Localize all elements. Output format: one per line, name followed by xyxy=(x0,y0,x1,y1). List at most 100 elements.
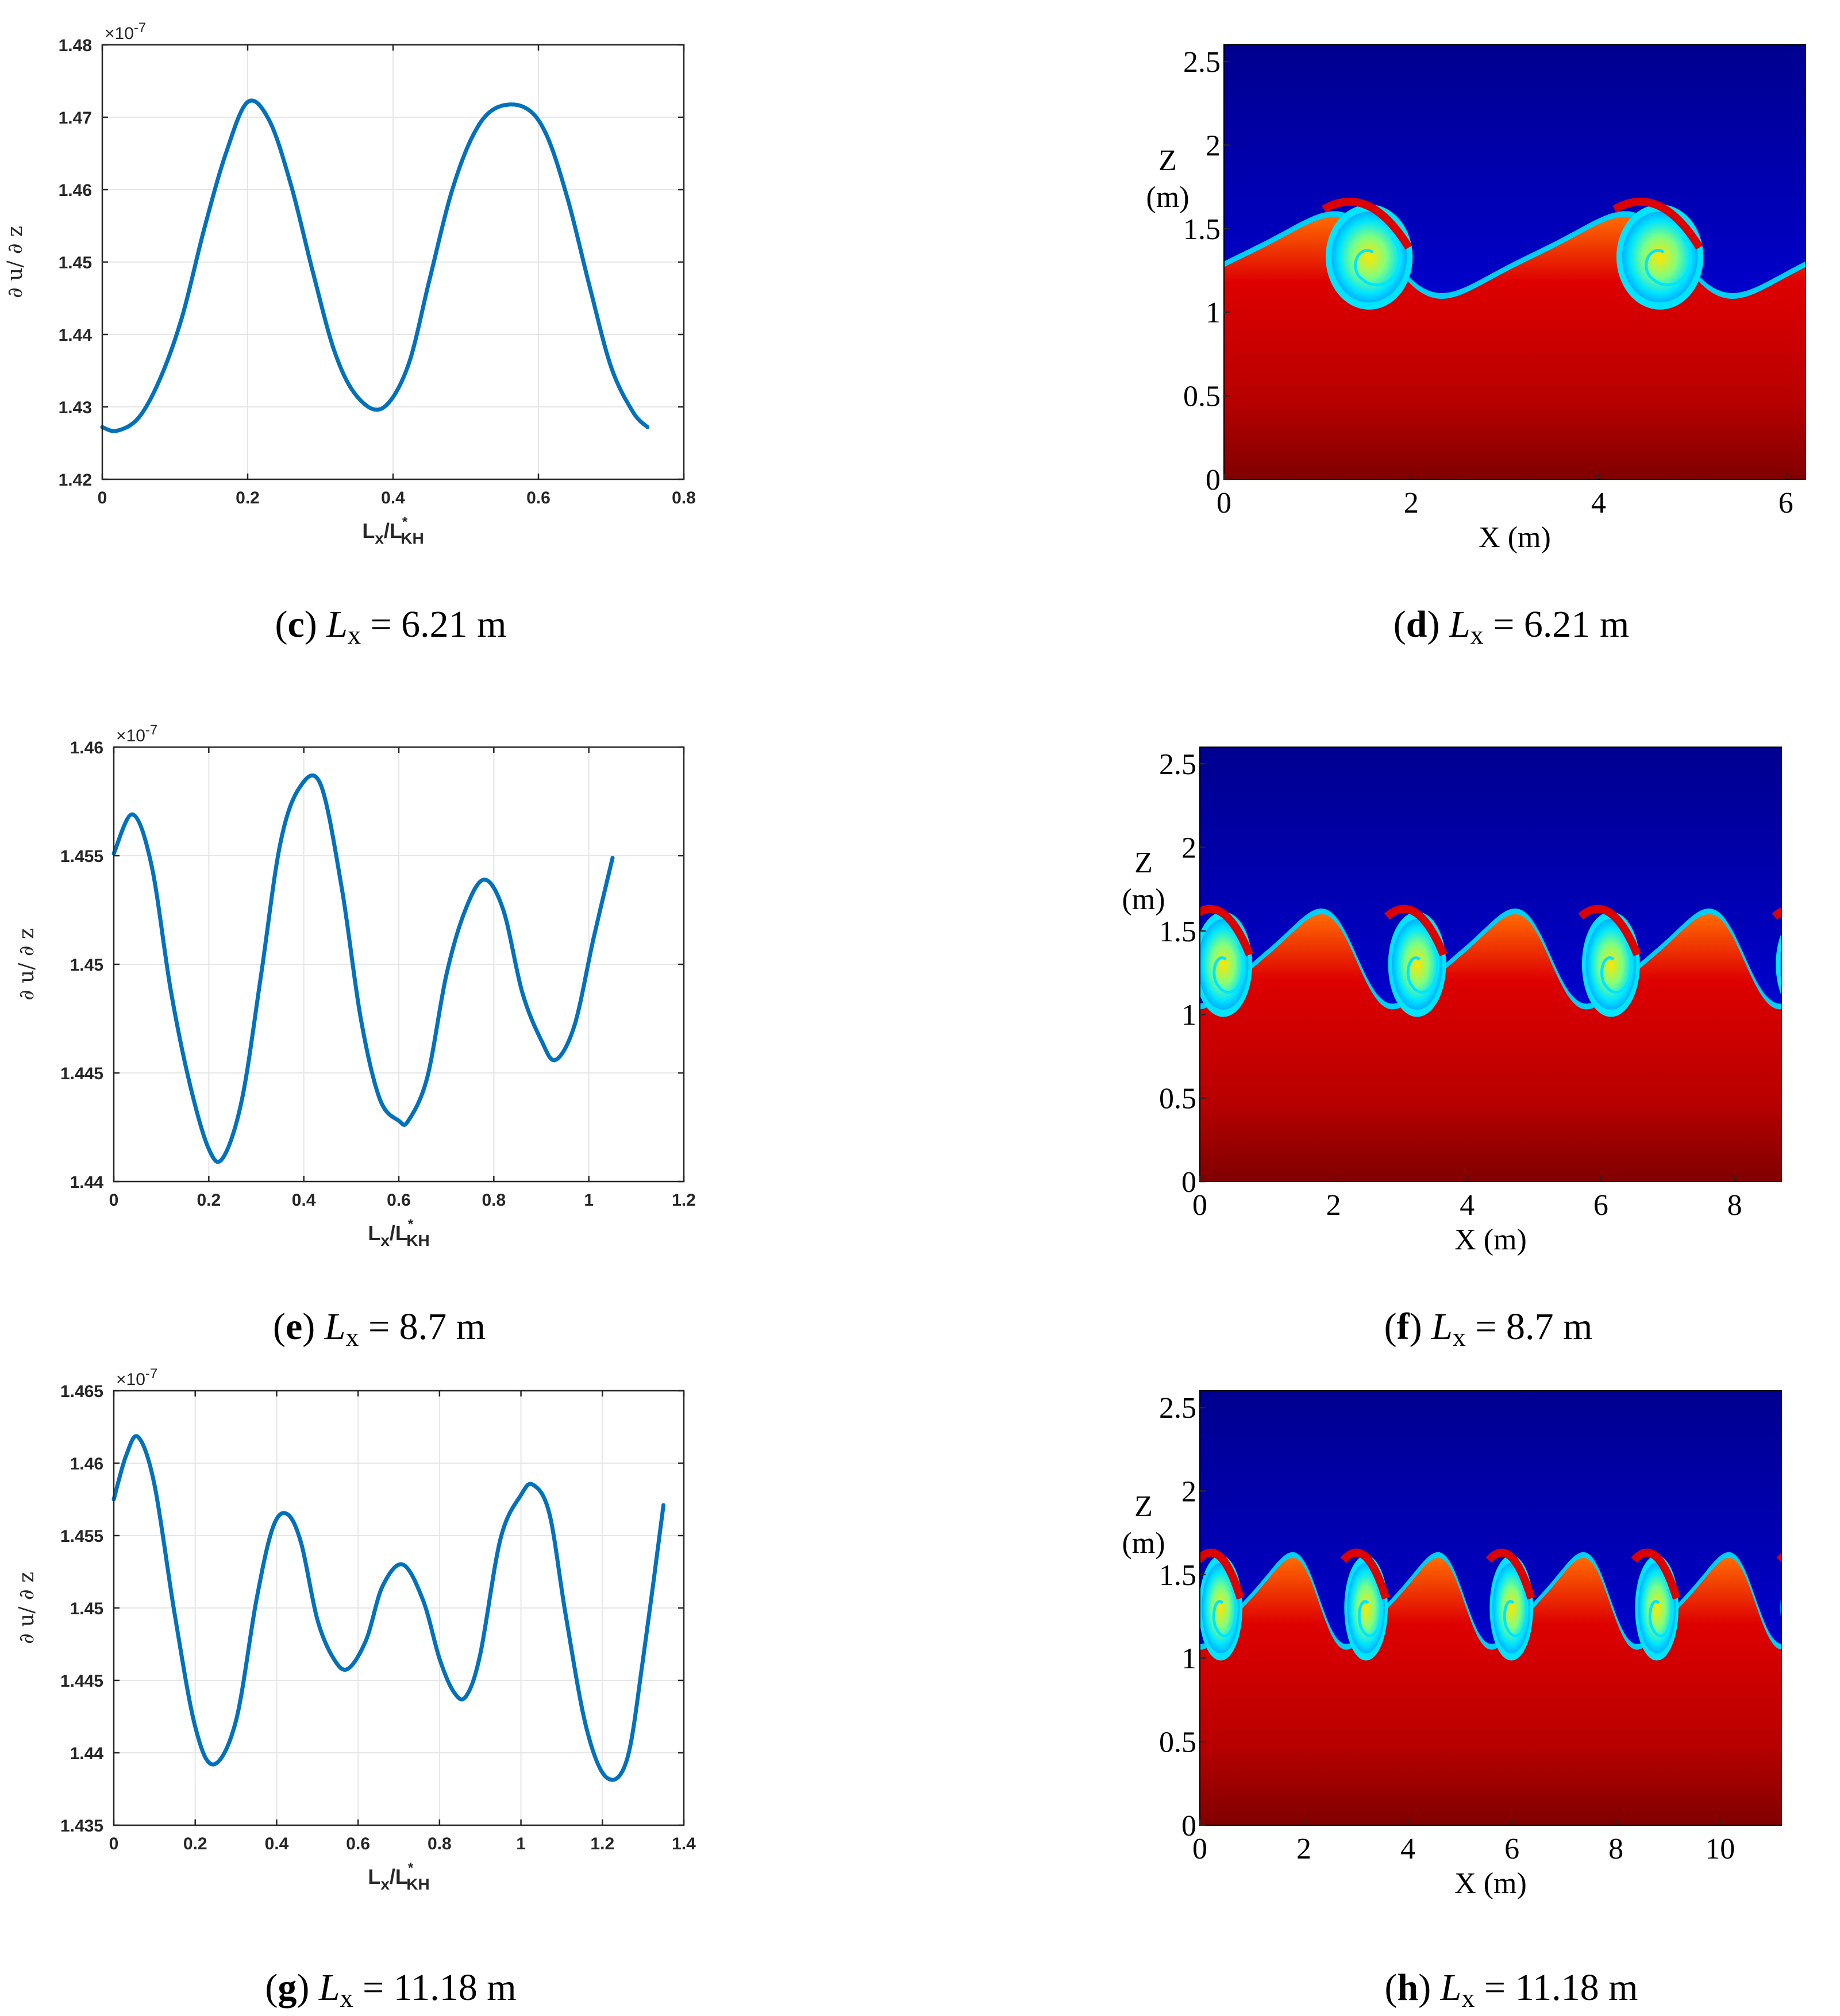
panel-d: 0 2 4 6 0 0.5 1 1.5 2 2.5 X (m) Z (m) (d) Lx = 6.21 m xyxy=(1041,44,1806,649)
text-part: L xyxy=(318,1967,340,2009)
y-tick-label: 1.43 xyxy=(59,398,92,417)
series-line-c xyxy=(100,98,650,433)
series-line-g xyxy=(111,1434,666,1782)
text-part: /L xyxy=(390,1221,408,1245)
text-part: x xyxy=(348,620,361,649)
x-axis-label: Lx/L* KH xyxy=(368,1860,429,1893)
x-axis-label: X (m) xyxy=(1479,521,1551,554)
y-tick-label: 1.435 xyxy=(60,1817,103,1836)
text-part: ( xyxy=(1384,1306,1397,1348)
y-tick-label: 2 xyxy=(1181,832,1196,864)
panel-h: 0 2 4 6 8 10 0 0.5 1 1.5 2 2.5 X (m) Z (m) (h) Lx = 11.… xyxy=(1053,1390,1818,2013)
text-part: L xyxy=(1449,603,1471,645)
vortex xyxy=(1322,197,1413,310)
text-part: x xyxy=(375,529,384,547)
vortex-crest xyxy=(1612,197,1703,250)
text-part: x xyxy=(340,1983,353,2013)
panel-caption: (c) Lx = 6.21 m xyxy=(275,603,506,649)
vortex-core xyxy=(1622,211,1698,303)
y-axis-label: ∂ u/ ∂ z xyxy=(3,226,27,298)
vortex-spiral xyxy=(1795,1589,1818,1636)
x-tick-label: 0 xyxy=(1192,1189,1207,1222)
text-part: L xyxy=(368,1221,380,1245)
text-part: ×10 xyxy=(116,1370,145,1389)
vortex-crest xyxy=(1776,1553,1781,1562)
y-tick-label: 0.5 xyxy=(1159,1726,1196,1759)
lower-layer xyxy=(1200,1557,1781,1825)
text-part: L xyxy=(1431,1306,1453,1348)
x-tick-label: 1 xyxy=(584,1191,594,1210)
text-part: = 6.21 m xyxy=(361,603,507,645)
y-tick-label: 1.46 xyxy=(70,738,103,757)
x-tick-label: 0.4 xyxy=(381,488,405,507)
y-tick-label: 0.5 xyxy=(1183,380,1221,413)
text-part: ) xyxy=(302,1306,324,1348)
x-tick-label: 6 xyxy=(1504,1833,1519,1865)
vortex-spiral xyxy=(1354,237,1402,287)
y-tick-label: 1.45 xyxy=(70,956,103,975)
x-tick-label: 0.4 xyxy=(292,1191,316,1210)
vortex-spiral xyxy=(1065,238,1110,285)
vortex-outer xyxy=(1780,1592,1781,1623)
x-tick-label: 2 xyxy=(1326,1189,1341,1222)
text-part: KH xyxy=(401,529,424,547)
x-tick-label: 4 xyxy=(1460,1189,1475,1222)
panel-e: 0 0.2 0.4 0.6 0.8 1 1.2 1.44 1.445 1.45 1.455 1.46 ×… xyxy=(15,722,696,1352)
vortex-spiral xyxy=(1212,944,1245,994)
y-tick-label: 1.455 xyxy=(60,1527,103,1546)
y-tick-label: 0 xyxy=(1181,1810,1196,1842)
y-tick-label: 1.45 xyxy=(59,253,92,272)
y-tick-label: 2.5 xyxy=(1183,46,1221,79)
y-axis-label: (m) xyxy=(1146,181,1189,214)
x-axis-label: X (m) xyxy=(1454,1224,1527,1256)
x-axis-label: X (m) xyxy=(1454,1867,1527,1900)
y-tick-label: 1 xyxy=(1181,999,1196,1032)
y-tick-label: 2 xyxy=(1206,129,1221,162)
vortex-spiral xyxy=(1796,945,1826,992)
axes-box xyxy=(1199,747,1782,1182)
y-axis-label: ∂ u/ ∂ z xyxy=(15,928,39,1001)
y-tick-label: 1.455 xyxy=(60,847,103,866)
panel-caption: (h) Lx = 11.18 m xyxy=(1384,1967,1638,2013)
vortex-spiral xyxy=(1600,944,1633,994)
text-part: ×10 xyxy=(116,726,145,745)
vortex-core xyxy=(1041,211,1117,302)
exponent-label: ×10-7 xyxy=(116,722,157,745)
vortex xyxy=(1772,907,1826,995)
vortex-crest xyxy=(1053,1553,1095,1599)
text-part: x xyxy=(1453,1322,1466,1352)
y-tick-label: 1.5 xyxy=(1159,1559,1196,1592)
vortex xyxy=(1612,197,1704,310)
text-part: = 11.18 m xyxy=(353,1967,517,2009)
text-part: /L xyxy=(384,519,402,543)
text-part: ) xyxy=(1418,1967,1440,2009)
x-tick-label: 2 xyxy=(1404,487,1419,520)
y-axis-label: ∂ u/ ∂ z xyxy=(15,1572,39,1644)
text-part: x xyxy=(380,1875,390,1893)
vortex-spiral xyxy=(1648,1588,1674,1638)
x-axis-label: Lx/L* KH xyxy=(368,1217,429,1249)
x-tick-label: 0.2 xyxy=(236,488,260,507)
text-part: L xyxy=(324,1306,346,1348)
text-part: ) xyxy=(1410,1306,1431,1348)
x-tick-label: 1.4 xyxy=(672,1834,696,1853)
y-tick-label: 1.44 xyxy=(59,326,93,345)
text-part: = 11.18 m xyxy=(1475,1967,1638,2009)
vortex-crest xyxy=(1384,905,1448,957)
text-part: L xyxy=(368,1865,380,1888)
x-tick-label: 0 xyxy=(1192,1833,1207,1865)
x-tick-label: 10 xyxy=(1705,1833,1735,1865)
x-tick-label: 0 xyxy=(98,488,107,507)
text-part: = 8.7 m xyxy=(1466,1306,1593,1348)
y-tick-label: 0 xyxy=(1181,1166,1196,1199)
vortex-crest xyxy=(1485,1548,1535,1600)
vortex-outer xyxy=(1053,1556,1097,1661)
text-part: ( xyxy=(265,1967,278,2009)
text-part: -7 xyxy=(134,20,146,36)
x-tick-label: 6 xyxy=(1593,1189,1608,1222)
vortex-crest xyxy=(1200,1548,1245,1600)
vortex-outer xyxy=(1000,912,1058,1017)
x-tick-label: 0.2 xyxy=(197,1191,221,1210)
x-tick-label: 0 xyxy=(109,1191,119,1210)
